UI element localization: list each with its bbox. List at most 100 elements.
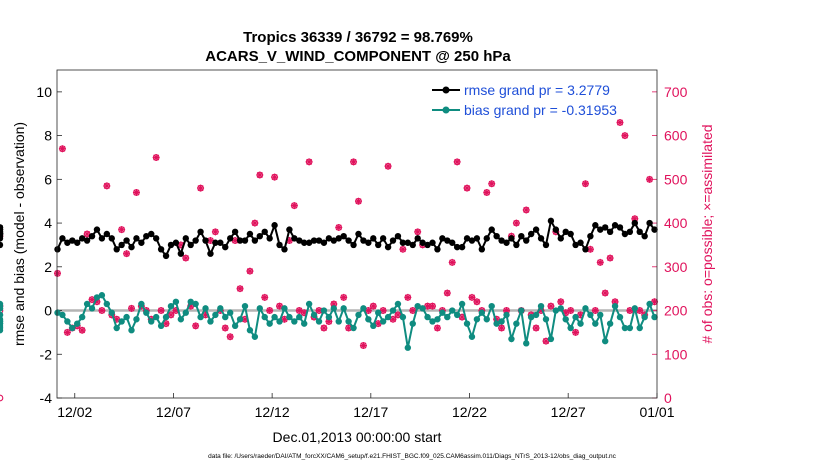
rmse-point (281, 246, 288, 253)
bias-point (587, 311, 594, 319)
obs-assimilated-point (567, 307, 575, 315)
bias-point (172, 298, 180, 305)
obs-possible-point (0, 394, 4, 402)
y-tick-right-label: 600 (664, 128, 688, 144)
bias-point (123, 313, 130, 321)
rmse-point (384, 243, 392, 251)
rmse-point (310, 237, 318, 244)
obs-assimilated-point (463, 184, 471, 192)
bias-point (212, 311, 219, 319)
rmse-point (182, 235, 189, 242)
rmse-point (409, 241, 416, 249)
bias-point (251, 333, 259, 340)
rmse-point (641, 232, 648, 240)
obs-assimilated-point (542, 337, 550, 345)
bias-point (365, 316, 372, 323)
bias-point (148, 318, 155, 325)
bias-point (453, 311, 461, 319)
obs-assimilated-point (256, 171, 264, 179)
bias-point (375, 309, 382, 316)
bias-point (651, 313, 658, 321)
rmse-point (375, 241, 382, 249)
bias-point (177, 316, 185, 323)
obs-assimilated-point (261, 293, 269, 301)
rmse-point (251, 237, 259, 244)
y-tick-label: -2 (40, 346, 53, 362)
bias-point (192, 300, 199, 308)
obs-assimilated-point (290, 202, 298, 210)
obs-assimilated-point (276, 302, 284, 310)
rmse-point (167, 241, 175, 249)
rmse-point (389, 237, 397, 244)
rmse-point (419, 239, 426, 246)
legend-bias-marker (442, 106, 450, 114)
obs-assimilated-point (581, 180, 589, 188)
bias-point (0, 305, 4, 312)
bias-point (621, 324, 629, 332)
rmse-point (103, 230, 111, 238)
rmse-point (335, 235, 342, 242)
x-tick-label: 12/27 (551, 404, 586, 420)
x-tick-label: 12/17 (353, 404, 388, 420)
rmse-point (449, 239, 456, 246)
y-tick-right-label: 400 (664, 215, 688, 231)
rmse-point (498, 237, 505, 244)
obs-assimilated-point (354, 197, 362, 205)
bias-point (597, 311, 604, 319)
bias-point (108, 309, 115, 316)
obs-assimilated-point (606, 254, 614, 262)
obs-assimilated-point (414, 228, 422, 236)
legend-rmse-marker (442, 86, 450, 94)
obs-assimilated-point (187, 302, 195, 310)
y-tick-label: 0 (44, 303, 52, 319)
obs-assimilated-point (424, 302, 432, 310)
bias-point (409, 320, 416, 327)
obs-assimilated-point (315, 307, 323, 315)
obs-assimilated-point (350, 158, 358, 166)
obs-assimilated-point (320, 324, 328, 332)
y-tick-label: 8 (44, 128, 52, 144)
rmse-point (152, 235, 160, 242)
chart-subtitle: ACARS_V_WIND_COMPONENT @ 250 hPa (205, 48, 511, 65)
bias-point (592, 320, 599, 327)
rmse-point (370, 235, 377, 242)
bias-point (498, 318, 505, 325)
obs-assimilated-point (236, 285, 244, 293)
y-tick-right-label: 300 (664, 259, 688, 275)
rmse-point (572, 241, 579, 249)
rmse-point (518, 232, 525, 240)
rmse-point (246, 230, 254, 238)
obs-assimilated-point (53, 269, 61, 277)
rmse-point (266, 235, 273, 242)
bias-point (370, 322, 377, 330)
rmse-point (621, 230, 629, 238)
rmse-point (592, 222, 599, 229)
obs-assimilated-point (305, 158, 313, 166)
obs-assimilated-point (221, 324, 229, 332)
rmse-point (587, 232, 594, 240)
bias-point (488, 302, 495, 310)
y-tick-right-label: 200 (664, 303, 688, 319)
bias-point (222, 313, 229, 321)
rmse-point (296, 237, 303, 244)
obs-assimilated-point (572, 328, 580, 336)
obs-assimilated-point (601, 289, 609, 297)
bias-point (379, 318, 387, 325)
bias-point (350, 324, 357, 332)
rmse-point (217, 239, 224, 246)
obs-assimilated-point (384, 162, 392, 170)
rmse-point (458, 243, 466, 251)
rmse-point (503, 239, 510, 246)
bias-point (335, 318, 342, 325)
rmse-point (424, 241, 431, 249)
y-tick-right-label: 700 (664, 84, 688, 100)
obs-assimilated-point (483, 188, 491, 196)
bias-point (537, 302, 545, 310)
bias-point (207, 318, 214, 325)
obs-assimilated-point (192, 322, 200, 330)
rmse-point (646, 219, 653, 227)
obs-assimilated-point (488, 180, 496, 188)
bias-point (256, 305, 263, 312)
bias-point (74, 320, 81, 327)
obs-assimilated-point (468, 293, 476, 301)
